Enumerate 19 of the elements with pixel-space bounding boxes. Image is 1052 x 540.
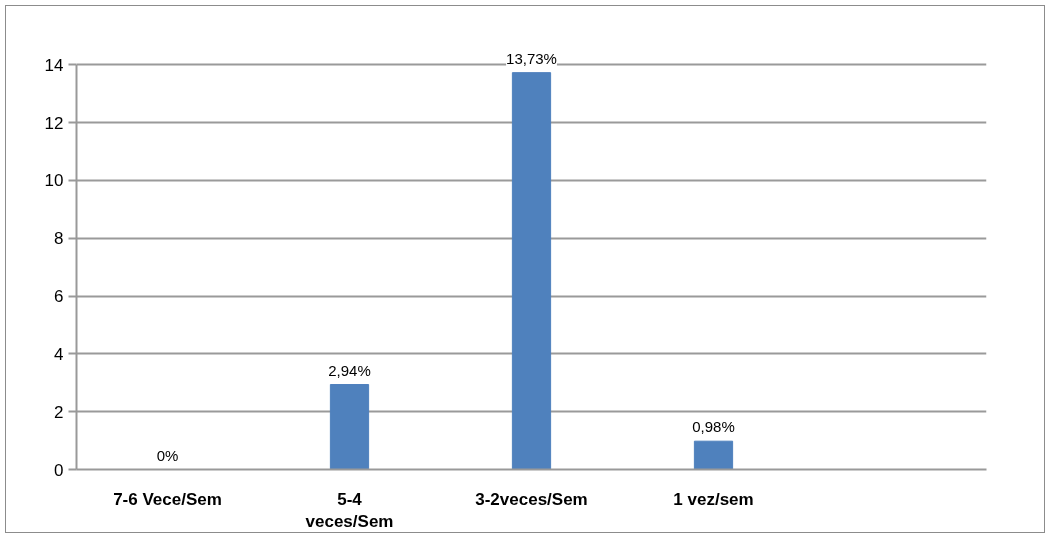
y-tick-label: 2 [54,402,64,422]
data-label: 0,98% [692,418,735,436]
x-tick-label: 1 vez/sem [673,489,754,509]
y-tick-label: 8 [54,229,64,249]
data-label: 2,94% [328,361,371,379]
bar [693,440,734,470]
y-tick-label: 0 [54,460,64,480]
x-tick-label: 5-4 veces/Sem [305,489,394,532]
y-tick-label: 14 [44,55,64,75]
data-label: 13,73% [506,49,557,67]
y-tick-label: 10 [44,171,64,191]
y-tick-label: 4 [54,344,64,364]
x-tick-label: 3-2veces/Sem [475,489,588,509]
x-tick-label: 7-6 Vece/Sem [113,489,222,509]
y-tick-label: 12 [44,113,64,133]
bar [511,72,552,470]
bar [329,384,370,470]
data-label: 0% [156,446,179,464]
y-tick-label: 6 [54,287,64,307]
